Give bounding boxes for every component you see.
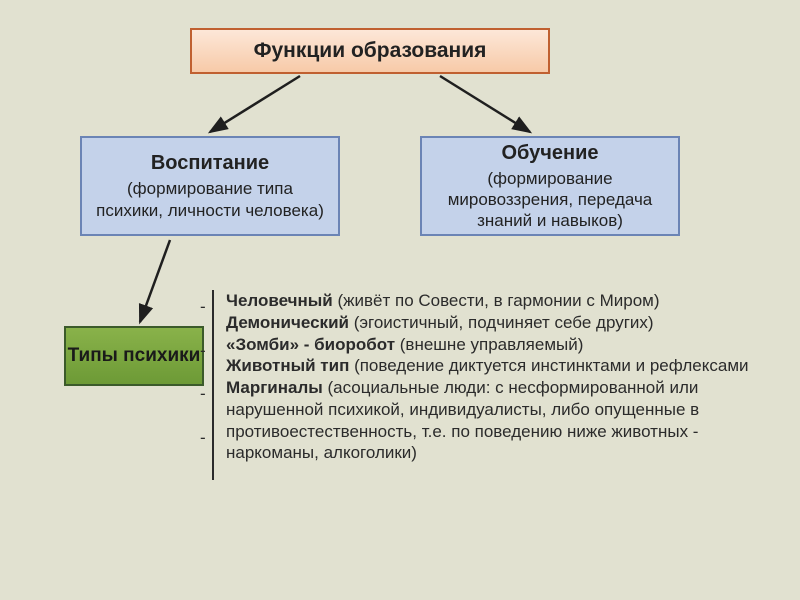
branch-teaching-title: Обучение — [432, 141, 668, 166]
title-box: Функции образования — [190, 28, 550, 74]
branch-teaching-desc: (формирование мировоззрения, передача зн… — [432, 168, 668, 232]
psyche-type-desc: (внешне управляемый) — [395, 335, 583, 354]
diagram-canvas: Функции образования Воспитание (формиров… — [0, 0, 800, 600]
psyche-type-item: «Зомби» - биоробот (внешне управляемый) — [222, 334, 762, 356]
branch-teaching: Обучение (формирование мировоззрения, пе… — [420, 136, 680, 236]
psyche-type-term: Демонический — [226, 313, 349, 332]
psyche-type-desc: (эгоистичный, подчиняет себе других) — [349, 313, 654, 332]
psyche-type-term: «Зомби» - биоробот — [226, 335, 395, 354]
psyche-type-item: Человечный (живёт по Совести, в гармонии… — [222, 290, 762, 312]
psyche-types-box: Типы психики — [64, 326, 204, 386]
psyche-types-list: Человечный (живёт по Совести, в гармонии… — [222, 290, 762, 464]
psyche-type-term: Маргиналы — [226, 378, 323, 397]
branch-upbringing-desc: (формирование типа психики, личности чел… — [92, 178, 328, 221]
psyche-type-term: Человечный — [226, 291, 333, 310]
branch-upbringing: Воспитание (формирование типа психики, л… — [80, 136, 340, 236]
list-bracket — [212, 290, 214, 480]
list-bullets: - - - - — [200, 296, 210, 448]
branch-upbringing-title: Воспитание — [92, 151, 328, 176]
psyche-type-desc: (поведение диктуется инстинктами и рефле… — [349, 356, 748, 375]
psyche-type-desc: (живёт по Совести, в гармонии с Миром) — [333, 291, 660, 310]
psyche-type-item: Демонический (эгоистичный, подчиняет себ… — [222, 312, 762, 334]
psyche-type-item: Маргиналы (асоциальные люди: с несформир… — [222, 377, 762, 464]
psyche-type-item: Животный тип (поведение диктуется инстин… — [222, 355, 762, 377]
psyche-type-term: Животный тип — [226, 356, 349, 375]
